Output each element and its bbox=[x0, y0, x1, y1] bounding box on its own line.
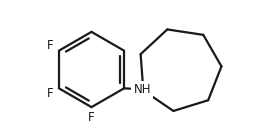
Text: NH: NH bbox=[134, 83, 151, 96]
Text: F: F bbox=[47, 39, 53, 52]
Text: F: F bbox=[88, 111, 95, 124]
Text: F: F bbox=[47, 87, 53, 100]
